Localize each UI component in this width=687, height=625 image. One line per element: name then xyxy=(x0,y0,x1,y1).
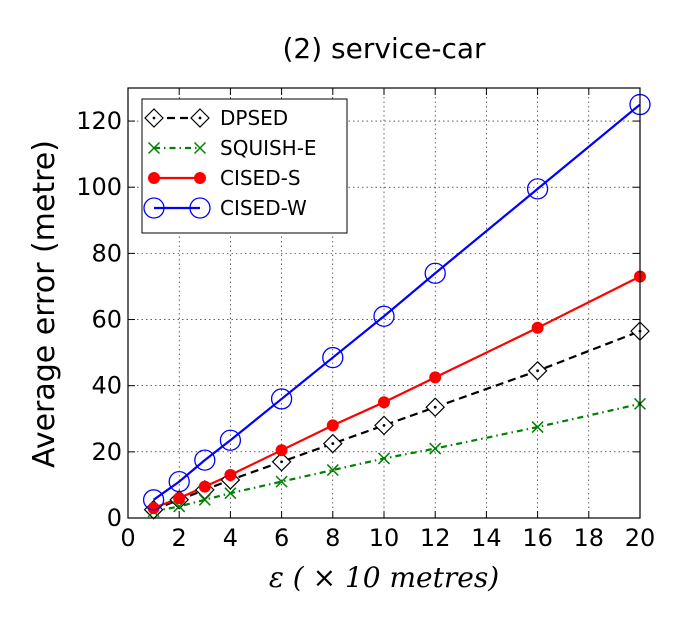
y-tick-label: 80 xyxy=(91,239,122,267)
data-point xyxy=(531,421,544,434)
legend-label: CISED-S xyxy=(220,166,301,190)
x-tick-label: 10 xyxy=(369,524,400,552)
y-tick-label: 120 xyxy=(76,107,122,135)
legend: DPSED SQUISH-E CISED-S CISED-W xyxy=(141,98,348,234)
y-tick-label: 40 xyxy=(91,372,122,400)
data-point xyxy=(373,305,395,327)
x-axis-label: ε ( × 10 metres) xyxy=(269,561,499,594)
x-marker-stroke xyxy=(429,442,442,455)
chart-title: (2) service-car xyxy=(282,32,486,65)
legend-box xyxy=(141,98,348,234)
x-marker-stroke xyxy=(193,141,207,155)
y-tick-label: 100 xyxy=(76,173,122,201)
data-point xyxy=(271,451,292,472)
data-point xyxy=(224,469,237,481)
x-tick-label: 12 xyxy=(420,524,451,552)
series-line xyxy=(153,275,641,510)
x-marker-stroke xyxy=(377,452,391,465)
x-tick-label: 18 xyxy=(574,524,605,552)
legend-marker xyxy=(144,108,164,128)
y-tick-label: 20 xyxy=(91,438,122,466)
data-point xyxy=(378,396,390,409)
x-tick-label: 8 xyxy=(325,524,340,552)
y-axis-label: Average error (metre) xyxy=(27,140,62,468)
x-tick-label: 6 xyxy=(274,524,289,552)
legend-marker xyxy=(147,141,161,155)
data-point xyxy=(219,429,242,451)
data-point xyxy=(142,489,165,511)
x-tick-label: 4 xyxy=(223,524,238,552)
data-point xyxy=(198,493,211,506)
data-point xyxy=(168,470,190,493)
data-point xyxy=(429,442,442,455)
x-marker-stroke xyxy=(198,493,211,506)
legend-item: CISED-W xyxy=(143,196,307,220)
x-tick-label: 20 xyxy=(625,524,656,552)
marker-dot xyxy=(331,442,335,445)
x-marker-stroke xyxy=(147,141,161,155)
data-point xyxy=(425,397,446,418)
data-point xyxy=(270,388,293,410)
legend-item: DPSED xyxy=(144,106,288,130)
data-point xyxy=(194,449,216,471)
data-point xyxy=(526,178,549,200)
legend-marker xyxy=(190,108,210,128)
data-point xyxy=(173,492,186,505)
marker-dot xyxy=(280,460,283,464)
data-markers xyxy=(142,93,651,520)
legend-label: DPSED xyxy=(220,106,288,130)
marker-dot xyxy=(382,423,386,427)
x-marker-stroke xyxy=(275,475,288,488)
legend-label: SQUISH-E xyxy=(220,136,317,160)
data-point xyxy=(531,321,544,334)
y-tick-label: 0 xyxy=(107,504,122,532)
x-tick-label: 0 xyxy=(120,524,135,552)
x-marker-stroke xyxy=(531,421,544,434)
marker-dot xyxy=(433,405,437,409)
marker-dot xyxy=(198,116,202,120)
series-line xyxy=(152,103,641,501)
legend-marker xyxy=(193,141,207,155)
data-point xyxy=(429,371,442,384)
x-tick-label: 14 xyxy=(471,524,502,552)
legend-marker xyxy=(148,172,160,184)
data-point xyxy=(326,419,339,432)
data-point xyxy=(322,346,344,369)
y-tick-label: 60 xyxy=(91,306,122,334)
data-point xyxy=(275,475,288,488)
x-tick-label: 16 xyxy=(522,524,553,552)
legend-item: CISED-S xyxy=(148,166,301,190)
legend-label: CISED-W xyxy=(220,196,307,220)
data-point xyxy=(377,452,391,465)
marker-dot xyxy=(536,369,539,373)
series-line xyxy=(153,330,641,511)
data-point xyxy=(424,262,446,284)
data-point xyxy=(147,502,160,515)
legend-marker xyxy=(194,172,206,184)
x-tick-label: 2 xyxy=(172,524,187,552)
data-point xyxy=(224,487,237,500)
data-point xyxy=(322,433,343,454)
x-marker-stroke xyxy=(326,464,339,477)
series-line xyxy=(153,402,641,513)
marker-dot xyxy=(152,116,156,120)
legend-marker xyxy=(143,197,165,219)
series-lines xyxy=(152,103,641,513)
legend-marker xyxy=(189,197,211,219)
data-point xyxy=(374,415,394,436)
data-point xyxy=(326,464,339,477)
axis-ticks: 0 2 4 6 8 10 12 14 16 18 20 0 20 40 60 80 100 120 xyxy=(76,88,655,552)
legend-item: SQUISH-E xyxy=(147,136,317,160)
data-point xyxy=(527,360,548,381)
x-marker-stroke xyxy=(224,487,237,500)
data-point xyxy=(198,480,211,493)
data-point xyxy=(275,444,288,457)
